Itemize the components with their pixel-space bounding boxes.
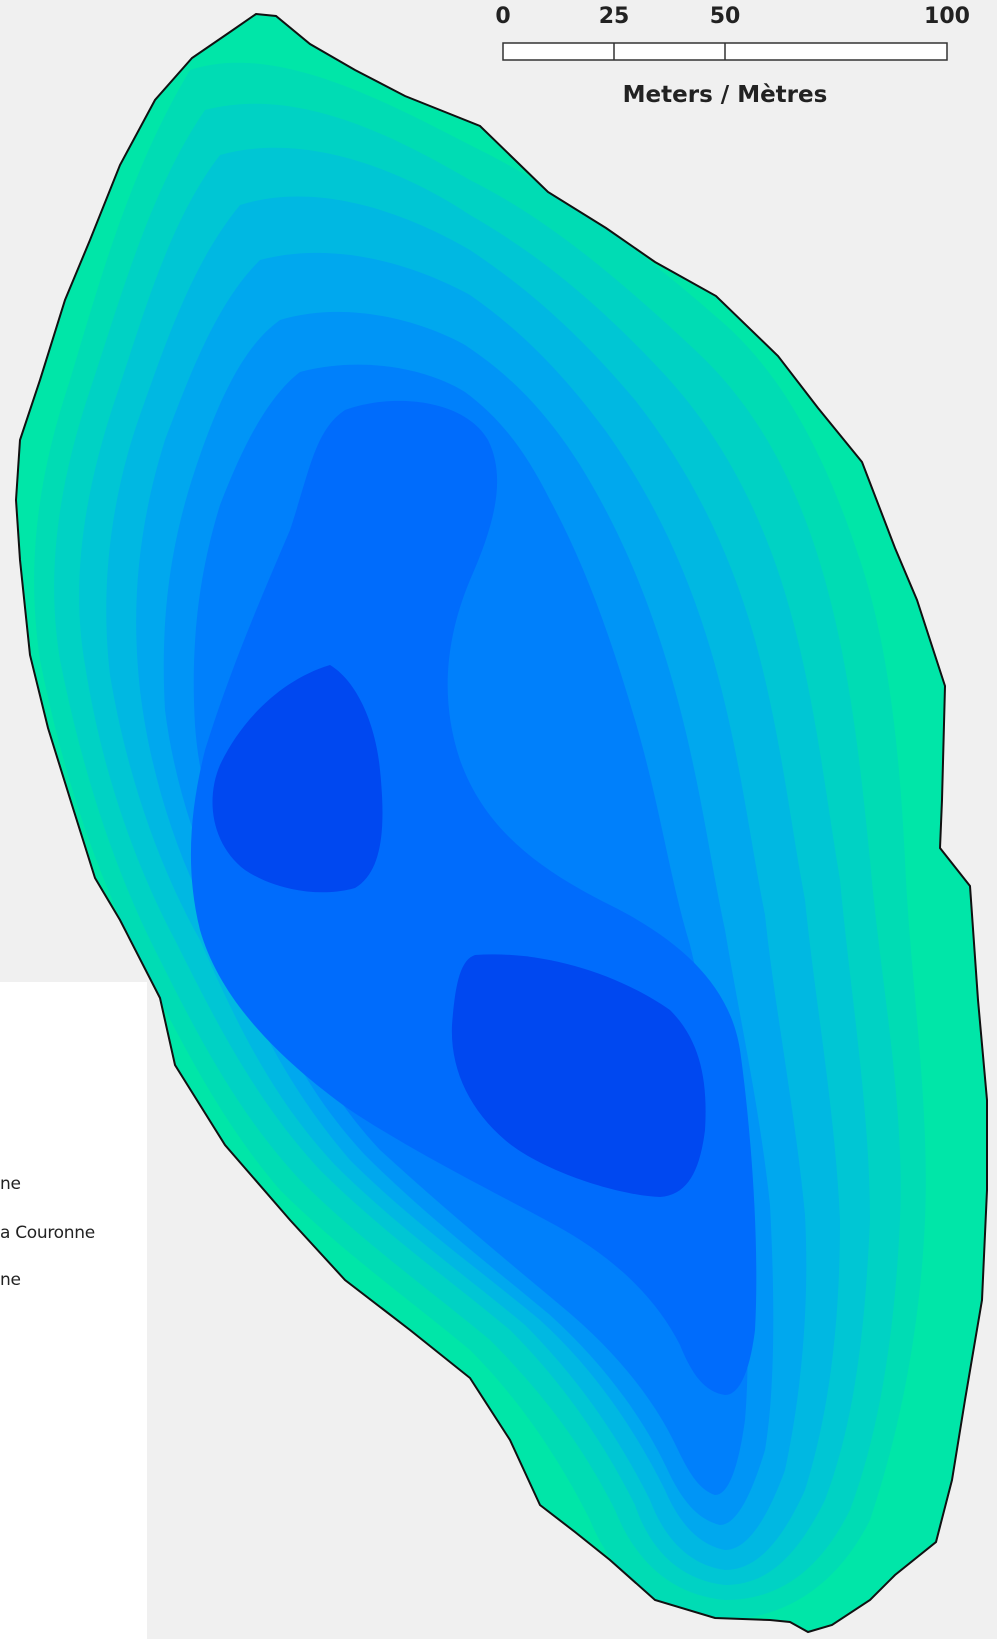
legend-item-label: ne [0, 1174, 21, 1194]
scale-bar: 0 25 50 100 Meters / Mètres [495, 4, 970, 108]
scale-tick-label: 100 [924, 4, 970, 29]
scale-tick-label: 25 [599, 4, 630, 29]
deep-basin [451, 954, 706, 1197]
scale-tick-label: 50 [710, 4, 741, 29]
scale-tick-label: 0 [495, 4, 510, 29]
scale-units-label: Meters / Mètres [623, 82, 828, 108]
legend-panel [0, 982, 147, 1639]
legend-item-label: ne [0, 1270, 21, 1290]
legend-item-label: a Couronne [0, 1223, 95, 1243]
deep-basin [212, 665, 383, 893]
